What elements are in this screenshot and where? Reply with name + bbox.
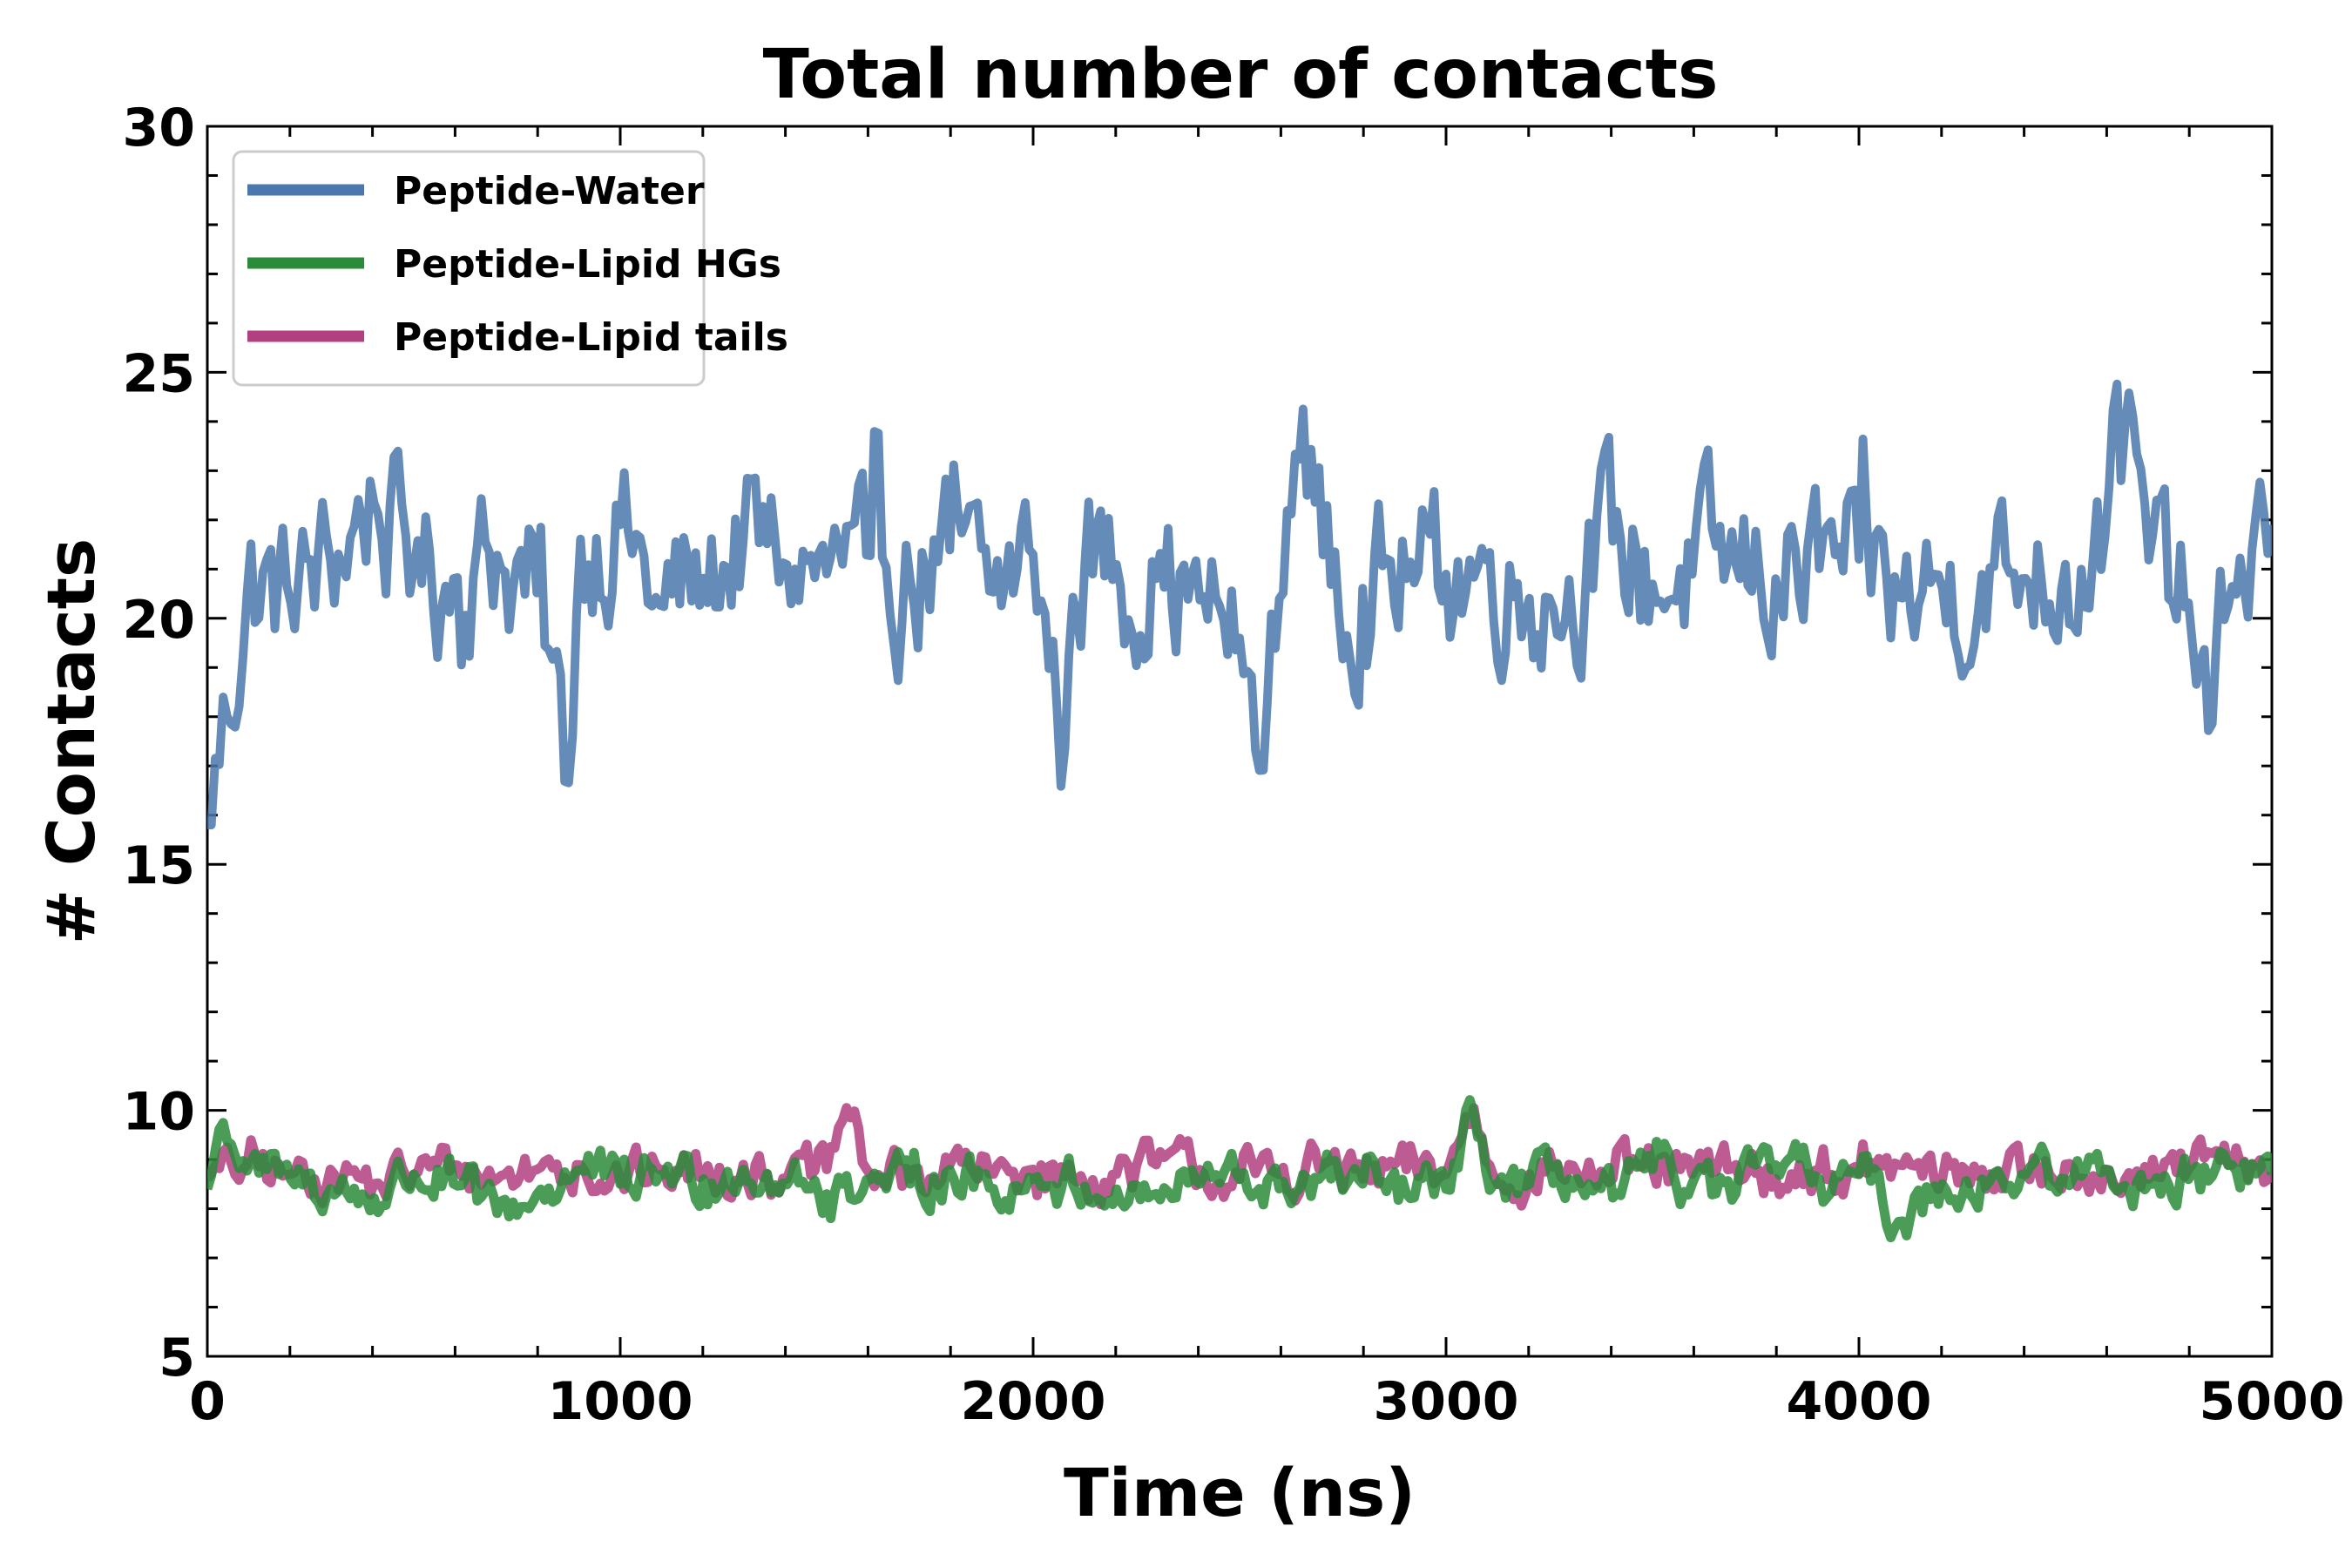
y-tick-label: 10 — [123, 1082, 196, 1143]
line-chart: Total number of contacts 0 1000 2000 3000 40… — [0, 0, 2352, 1568]
x-tick-label: 3000 — [1374, 1371, 1519, 1432]
legend-label-peptide-lipid-tails: Peptide-Lipid tails — [394, 315, 788, 360]
y-tick-label: 5 — [159, 1328, 195, 1389]
x-tick-label: 1000 — [548, 1371, 693, 1432]
x-tick-label: 2000 — [961, 1371, 1106, 1432]
chart-title: Total number of contacts — [763, 36, 1719, 114]
legend-label-peptide-water: Peptide-Water — [394, 169, 705, 213]
legend-label-peptide-lipid-hgs: Peptide-Lipid HGs — [394, 242, 781, 287]
y-axis-label: # Contacts — [32, 538, 110, 944]
y-tick-label: 20 — [123, 590, 196, 651]
y-tick-label: 15 — [123, 835, 196, 896]
y-tick-label: 25 — [123, 343, 196, 404]
legend: Peptide-Water Peptide-Lipid HGs Peptide-… — [233, 152, 788, 385]
x-tick-label: 4000 — [1787, 1371, 1932, 1432]
x-tick-label: 5000 — [2200, 1371, 2345, 1432]
x-axis-label: Time (ns) — [1064, 1454, 1416, 1531]
y-tick-label: 30 — [123, 98, 196, 159]
